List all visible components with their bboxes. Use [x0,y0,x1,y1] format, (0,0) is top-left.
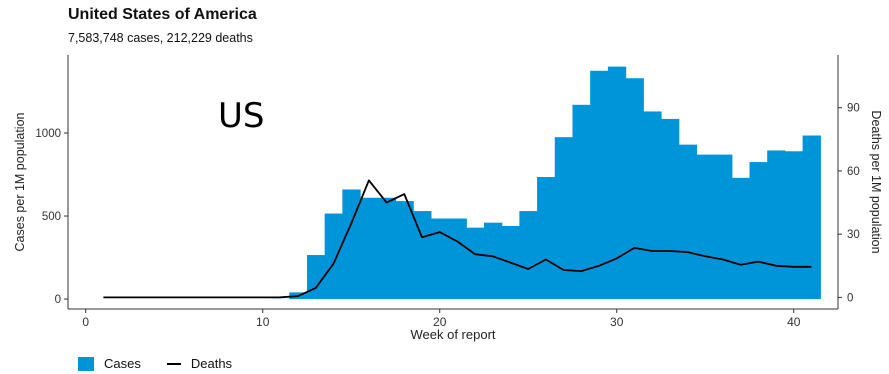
legend-label-deaths: Deaths [190,356,233,371]
cases-bar [306,255,326,300]
cases-bar [696,154,715,300]
x-tick-label: 30 [610,315,624,329]
cases-bar [607,66,627,300]
legend-label-cases: Cases [104,356,141,371]
y-tick-label-left: 0 [55,294,61,306]
cases-bar [537,177,556,300]
y-tick-label-right: 60 [847,166,860,178]
cases-bar [413,211,432,300]
x-tick-label: 10 [256,315,270,329]
cases-bar [784,151,804,300]
cases-bar [554,137,574,300]
cases-bar [342,189,361,300]
cases-bar [572,104,591,300]
cases-bar [360,197,379,300]
cases-bar [802,135,821,300]
cases-bar [448,218,467,300]
cases-bar [590,70,609,300]
cases-bar [466,227,485,300]
legend-swatch-cases [78,356,94,371]
chart-legend: Cases Deaths [78,356,232,371]
cases-bar [749,162,768,300]
chart-annotation-us: US [218,96,265,136]
x-tick-label: 0 [82,315,89,329]
cases-bar [395,201,414,300]
chart-title: United States of America [68,6,257,23]
y-axis-label-right: Deaths per 1M population [869,110,883,253]
cases-bar [767,150,786,300]
legend-swatch-deaths [166,362,181,365]
cases-bar [660,118,680,300]
x-axis-label: Week of report [410,327,495,342]
y-tick-label-left: 500 [42,211,61,223]
deaths-line [103,179,812,299]
y-tick-label-right: 0 [847,292,853,304]
cases-bar [625,78,644,300]
x-tick-label: 40 [787,315,801,329]
cases-bar [377,197,397,300]
cases-bar [678,144,697,300]
cases-bar [714,154,733,300]
y-tick-label-right: 90 [847,103,860,115]
y-tick-label-right: 30 [847,229,860,241]
chart-subtitle: 7,583,748 cases, 212,229 deaths [68,31,253,45]
cases-bar [483,222,503,300]
y-tick-label-left: 1000 [35,128,61,140]
cases-bar [519,211,538,300]
x-tick-label: 20 [433,315,447,329]
y-axis-label-left: Cases per 1M population [13,112,27,251]
cases-bar [430,218,450,300]
cases-bar [731,177,751,300]
cases-bar [643,111,662,300]
cases-bar [324,213,343,300]
